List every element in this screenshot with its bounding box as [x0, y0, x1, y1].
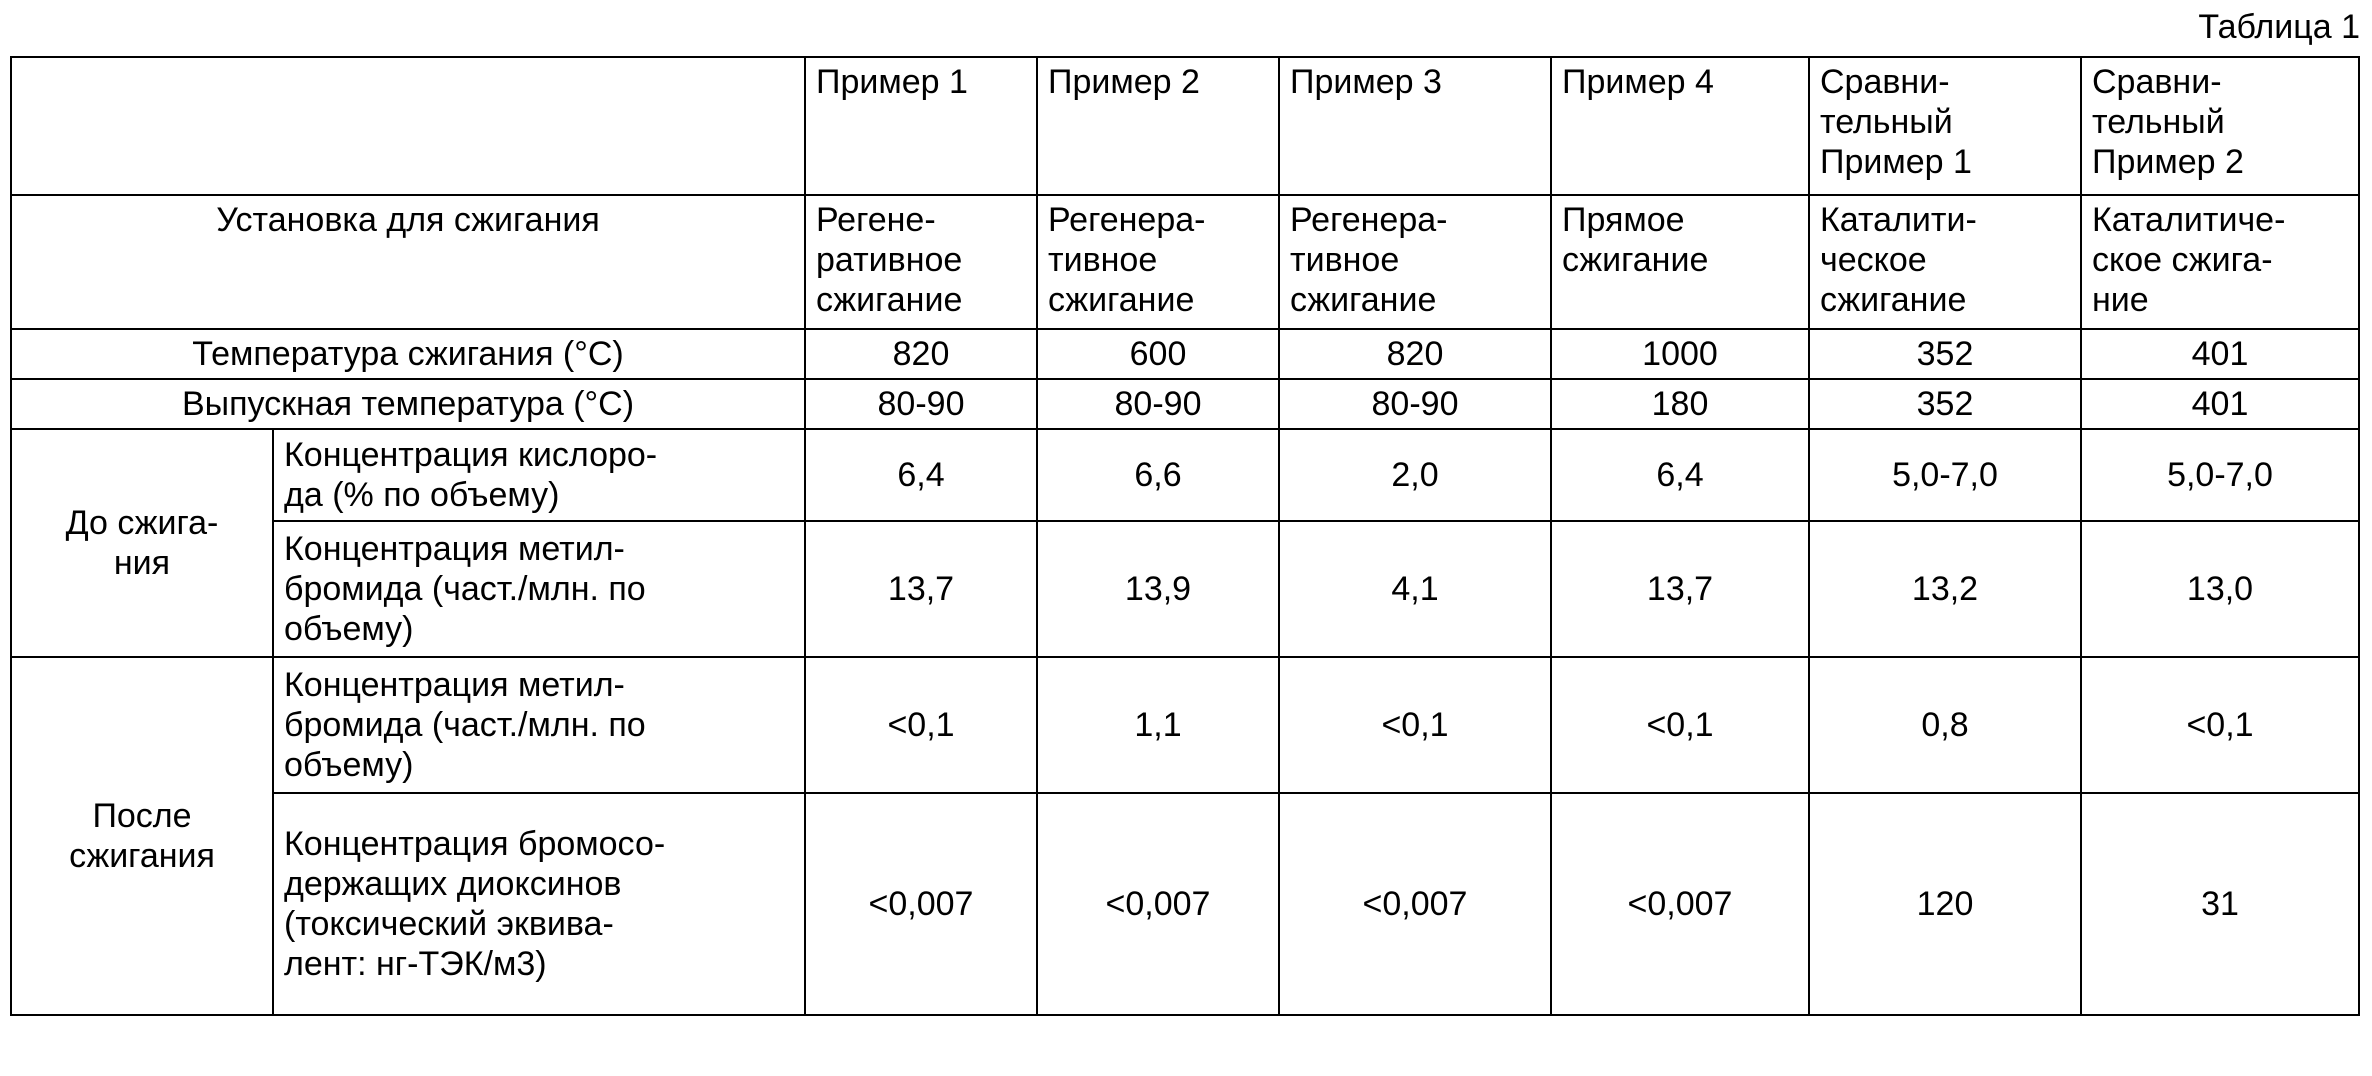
table-cell: 2,0	[1278, 428, 1552, 522]
column-header: Пример 2	[1036, 56, 1280, 196]
table-cell: 600	[1036, 328, 1280, 380]
table-cell: 352	[1808, 378, 2082, 430]
table-cell: 1,1	[1036, 656, 1280, 794]
table-cell: Регенера-тивное сжигание	[1036, 194, 1280, 330]
table-cell: 31	[2080, 792, 2360, 1016]
table-cell: 1000	[1550, 328, 1810, 380]
table-cell: <0,1	[804, 656, 1038, 794]
row-label-outlet-temp: Выпускная температура (°С)	[10, 378, 806, 430]
table-cell: Прямое сжигание	[1550, 194, 1810, 330]
row-label-combustion-temp: Температура сжигания (°С)	[10, 328, 806, 380]
param-label-oxygen: Концентрация кислоро-да (% по объему)	[272, 428, 806, 522]
table-cell: 13,7	[1550, 520, 1810, 658]
table-cell: Каталити-ческое сжигание	[1808, 194, 2082, 330]
param-label-methyl-bromide-after: Концентрация метил-бромида (част./млн. п…	[272, 656, 806, 794]
table-cell: 352	[1808, 328, 2082, 380]
table-cell: 6,4	[804, 428, 1038, 522]
table-cell: 401	[2080, 328, 2360, 380]
table-cell: <0,007	[1278, 792, 1552, 1016]
table-caption: Таблица 1	[2198, 8, 2360, 46]
header-row: Пример 1 Пример 2 Пример 3 Пример 4 Срав…	[10, 56, 2360, 196]
results-table: Пример 1 Пример 2 Пример 3 Пример 4 Срав…	[10, 56, 2360, 1016]
table-row: До сжига-ния Концентрация кислоро-да (% …	[10, 428, 2360, 658]
table-cell: 6,4	[1550, 428, 1810, 522]
table-cell: 80-90	[804, 378, 1038, 430]
table-row: Установка для сжигания Регене-ративное сж…	[10, 194, 2360, 330]
row-label-incineration: Установка для сжигания	[10, 194, 806, 330]
table-cell: 5,0-7,0	[2080, 428, 2360, 522]
table-cell: 80-90	[1036, 378, 1280, 430]
table-cell: 0,8	[1808, 656, 2082, 794]
table-cell: 401	[2080, 378, 2360, 430]
table-row: После сжигания Концентрация метил-бромида…	[10, 656, 2360, 1016]
column-header: Сравни-тельный Пример 2	[2080, 56, 2360, 196]
table-cell: 4,1	[1278, 520, 1552, 658]
group-label-before: До сжига-ния	[10, 428, 274, 658]
param-label-dioxins: Концентрация бромосо-держащих диоксинов(…	[272, 792, 806, 1016]
table-cell: Регене-ративное сжигание	[804, 194, 1038, 330]
table-row: Выпускная температура (°С) 80-90 80-90 8…	[10, 378, 2360, 430]
table-cell: 13,2	[1808, 520, 2082, 658]
table-cell: 180	[1550, 378, 1810, 430]
table-cell: <0,1	[2080, 656, 2360, 794]
table-cell: <0,007	[1550, 792, 1810, 1016]
table-cell: 13,0	[2080, 520, 2360, 658]
column-header: Сравни-тельный Пример 1	[1808, 56, 2082, 196]
table-cell: 120	[1808, 792, 2082, 1016]
table-cell: Регенера-тивное сжигание	[1278, 194, 1552, 330]
header-empty-cell	[10, 56, 806, 196]
table-cell: Каталитиче-ское сжига-ние	[2080, 194, 2360, 330]
param-label-methyl-bromide-before: Концентрация метил-бромида (част./млн. п…	[272, 520, 806, 658]
table-row: Концентрация бромосо-держащих диоксинов(…	[11, 792, 2360, 1016]
table-cell: <0,007	[1036, 792, 1280, 1016]
table-cell: 820	[1278, 328, 1552, 380]
table-row: Концентрация метил-бромида (част./млн. п…	[11, 520, 2360, 658]
table-cell: 13,9	[1036, 520, 1280, 658]
table-cell: 13,7	[804, 520, 1038, 658]
table-cell: <0,1	[1550, 656, 1810, 794]
table-cell: 5,0-7,0	[1808, 428, 2082, 522]
table-row: Температура сжигания (°С) 820 600 820 10…	[10, 328, 2360, 380]
table-cell: 80-90	[1278, 378, 1552, 430]
table-cell: <0,007	[804, 792, 1038, 1016]
column-header: Пример 4	[1550, 56, 1810, 196]
column-header: Пример 1	[804, 56, 1038, 196]
group-label-after: После сжигания	[10, 656, 274, 1016]
column-header: Пример 3	[1278, 56, 1552, 196]
table-cell: 820	[804, 328, 1038, 380]
table-cell: <0,1	[1278, 656, 1552, 794]
table-cell: 6,6	[1036, 428, 1280, 522]
